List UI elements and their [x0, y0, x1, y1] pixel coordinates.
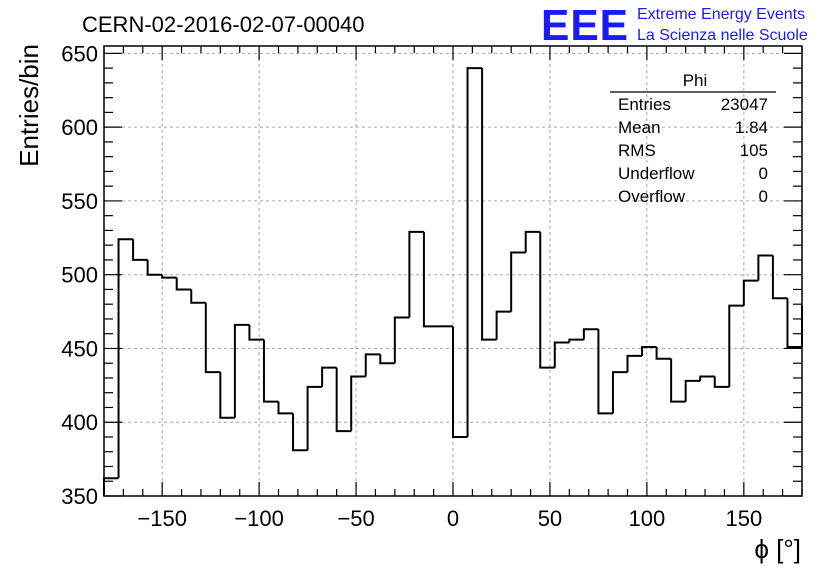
histogram-bin: [452, 326, 468, 438]
axis-ticks: −150 −100 −50 0 50 100 150 350 400 450 500 550 600 65…: [61, 41, 803, 531]
histogram-bin: [132, 239, 148, 261]
histogram-bin: [292, 413, 308, 452]
histogram-bin: [670, 358, 686, 403]
histogram-bin: [466, 67, 483, 437]
histogram-bin: [379, 354, 395, 365]
histogram-bin: [233, 323, 250, 418]
y-tick-label: 500: [61, 263, 98, 288]
histogram-bin: [655, 346, 672, 360]
histogram-bin: [481, 68, 497, 341]
stats-label-entries: Entries: [618, 95, 671, 114]
stats-box: Phi Entries 23047 Mean 1.84 RMS 105 Unde…: [610, 71, 776, 206]
stats-label-overflow: Overflow: [618, 187, 686, 206]
stats-label-mean: Mean: [618, 118, 661, 137]
histogram-bin: [364, 353, 381, 377]
stats-value-overflow: 0: [759, 187, 768, 206]
histogram-bin: [248, 324, 264, 341]
histogram-bin: [568, 338, 584, 343]
histogram-bin: [524, 230, 541, 253]
eee-logo: EEE Extreme Energy Events La Scienza nel…: [541, 1, 808, 50]
histogram-bin: [408, 230, 424, 318]
x-tick-label: 0: [447, 506, 459, 531]
x-tick-label: −50: [337, 506, 374, 531]
eee-logo-line1: Extreme Energy Events: [637, 6, 805, 23]
histogram-bin: [582, 328, 599, 340]
histogram-bin: [190, 289, 206, 304]
histogram-bin: [699, 375, 715, 381]
y-tick-label: 450: [61, 336, 98, 361]
y-tick-label: 600: [61, 115, 98, 140]
y-tick-label: 650: [61, 41, 98, 66]
histogram-bin: [321, 366, 337, 387]
histogram-bin: [175, 277, 192, 291]
stats-label-rms: RMS: [618, 141, 656, 160]
histogram-bin: [597, 329, 613, 415]
histogram-bin: [510, 251, 526, 312]
x-tick-label: 150: [725, 506, 762, 531]
stats-box-title: Phi: [683, 71, 708, 90]
histogram-bin: [146, 259, 163, 276]
histogram-bin: [553, 341, 570, 368]
histogram-bin: [306, 385, 323, 451]
stats-value-underflow: 0: [759, 164, 768, 183]
y-tick-label: 550: [61, 189, 98, 214]
stats-label-underflow: Underflow: [618, 164, 695, 183]
eee-logo-line2: La Scienza nelle Scuole: [637, 27, 808, 44]
histogram-bin: [117, 238, 134, 479]
histogram-bin: [539, 231, 555, 369]
y-axis-label: Entries/bin: [14, 44, 44, 167]
y-tick-label: 350: [61, 484, 98, 509]
histogram-bin: [161, 274, 177, 279]
histogram-bin: [786, 298, 802, 348]
stats-value-rms: 105: [740, 141, 768, 160]
y-tick-label: 400: [61, 410, 98, 435]
histogram-bin: [335, 367, 352, 433]
x-tick-label: 100: [629, 506, 666, 531]
x-axis-label: ϕ [°]: [754, 534, 801, 564]
histogram-bin: [713, 376, 730, 388]
histogram-bin: [771, 255, 788, 300]
histogram-bin: [262, 339, 279, 403]
histogram-bin: [204, 302, 221, 374]
histogram-bin: [611, 371, 628, 414]
histogram-bin: [393, 316, 410, 364]
histogram-bin: [350, 375, 366, 432]
x-tick-label: −100: [234, 506, 284, 531]
x-tick-label: 50: [538, 506, 562, 531]
stats-value-entries: 23047: [721, 95, 768, 114]
histogram-bin: [757, 254, 773, 281]
histogram-bin: [495, 310, 512, 340]
x-tick-label: −150: [137, 506, 187, 531]
histogram-bin: [219, 372, 235, 419]
histogram-bin: [641, 345, 657, 356]
histogram-bin: [626, 354, 643, 373]
histogram-bin: [742, 279, 759, 306]
histogram-bin: [684, 379, 701, 402]
histogram-bin: [728, 304, 744, 387]
stats-value-mean: 1.84: [735, 118, 768, 137]
histogram-bin: [277, 401, 294, 415]
histogram-bin: [422, 231, 439, 328]
eee-logo-mark: EEE: [541, 1, 629, 50]
chart-title: CERN-02-2016-02-07-00040: [82, 12, 365, 37]
